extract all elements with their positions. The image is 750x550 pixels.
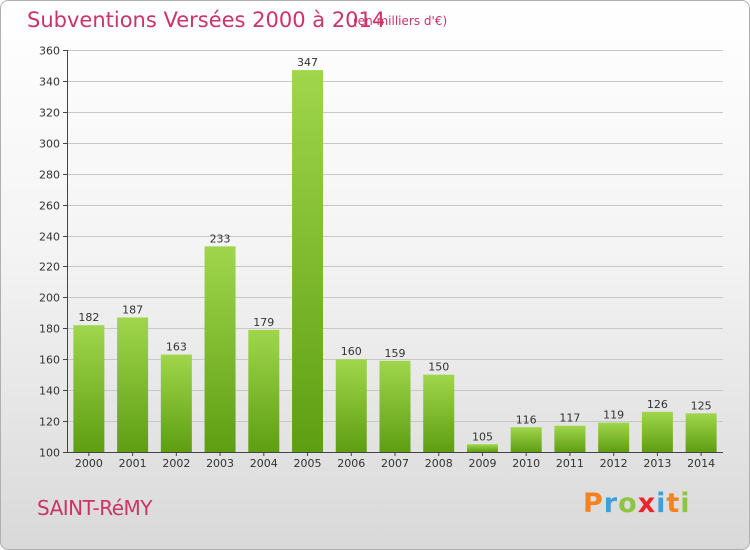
logo-letter: x	[637, 488, 657, 519]
chart-subtitle: (en milliers d'€)	[353, 14, 448, 28]
bar-2004	[248, 329, 280, 452]
y-tick-label: 200	[39, 292, 60, 305]
y-tick-label: 120	[39, 416, 60, 429]
y-tick-label: 100	[39, 447, 60, 460]
x-tick-label: 2014	[687, 457, 715, 470]
logo-letter: P	[583, 488, 604, 519]
bar-2011	[554, 425, 586, 452]
x-tick-label: 2007	[381, 457, 409, 470]
bar-2008	[423, 374, 455, 452]
bar-2005	[292, 70, 324, 452]
bar-2001	[117, 317, 149, 452]
x-tick-label: 2013	[643, 457, 671, 470]
y-tick-label: 220	[39, 261, 60, 274]
y-tick-label: 180	[39, 323, 60, 336]
x-tick-label: 2009	[468, 457, 496, 470]
logo-letter: o	[618, 488, 638, 519]
bar-2013	[641, 411, 673, 452]
bar-2012	[598, 422, 630, 452]
y-tick-label: 260	[39, 200, 60, 213]
x-tick-label: 2011	[556, 457, 584, 470]
y-tick-label: 160	[39, 354, 60, 367]
x-tick-label: 2000	[75, 457, 103, 470]
y-tick-label: 360	[39, 45, 60, 58]
y-tick-label: 280	[39, 169, 60, 182]
y-tick-label: 300	[39, 138, 60, 151]
x-tick-label: 2004	[250, 457, 278, 470]
x-tick-label: 2006	[337, 457, 365, 470]
bar-2002	[160, 354, 192, 452]
logo-letter: i	[680, 488, 691, 519]
proxiti-logo: Proxiti	[583, 488, 691, 519]
chart-title: Subventions Versées 2000 à 2014	[27, 8, 386, 32]
bar-value-label: 347	[297, 56, 318, 69]
bar-value-label: 125	[691, 399, 712, 412]
bar-value-label: 119	[603, 409, 624, 422]
x-tick-label: 2012	[600, 457, 628, 470]
bar-value-label: 160	[341, 345, 362, 358]
bar-value-label: 233	[210, 232, 231, 245]
bar-value-label: 116	[516, 413, 537, 426]
logo-letter: i	[656, 488, 667, 519]
bar-value-label: 159	[385, 347, 406, 360]
bar-value-label: 105	[472, 430, 493, 443]
commune-name: SAINT-RéMY	[37, 496, 152, 520]
bar-2009	[466, 444, 498, 452]
x-tick-label: 2003	[206, 457, 234, 470]
bar-value-label: 150	[428, 361, 449, 374]
bar-2006	[335, 359, 367, 452]
bar-2000	[73, 325, 105, 452]
bar-value-label: 182	[78, 311, 99, 324]
bar-2014	[685, 413, 717, 452]
x-tick-label: 2010	[512, 457, 540, 470]
x-tick-label: 2008	[425, 457, 453, 470]
bar-value-label: 163	[166, 341, 187, 354]
bar-2003	[204, 246, 236, 452]
x-tick-label: 2001	[119, 457, 147, 470]
y-tick-label: 340	[39, 76, 60, 89]
y-tick-label: 140	[39, 385, 60, 398]
y-tick-label: 320	[39, 107, 60, 120]
x-tick-label: 2005	[294, 457, 322, 470]
bar-2010	[510, 427, 542, 452]
logo-letter: t	[666, 488, 681, 519]
bar-value-label: 126	[647, 398, 668, 411]
logo-letter: r	[603, 488, 619, 519]
x-tick-label: 2002	[162, 457, 190, 470]
bar-value-label: 117	[559, 412, 580, 425]
bar-2007	[379, 360, 411, 452]
bar-value-label: 179	[253, 316, 274, 329]
bar-value-label: 187	[122, 303, 143, 316]
y-tick-label: 240	[39, 231, 60, 244]
